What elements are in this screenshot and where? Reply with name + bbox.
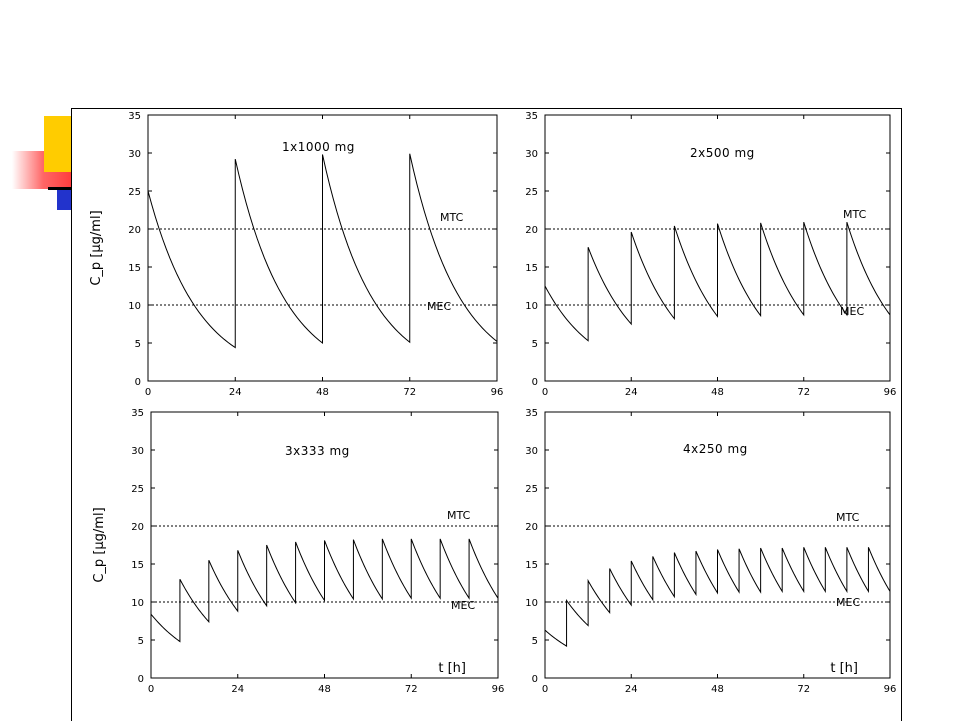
y-tick-label: 10 — [525, 301, 538, 312]
y-tick-label: 30 — [525, 446, 538, 457]
dose-annotation: 4x250 mg — [683, 442, 748, 456]
x-tick-label: 24 — [229, 387, 242, 398]
y-tick-label: 0 — [138, 674, 144, 685]
y-tick-label: 0 — [532, 674, 538, 685]
y-axis-label: C_p [µg/ml] — [89, 210, 104, 285]
x-axis-label: t [h] — [438, 661, 466, 676]
y-tick-label: 20 — [525, 522, 538, 533]
y-tick-label: 20 — [128, 225, 141, 236]
subplot-2: 0 5 10 15 20 25 30 35 0 24 48 72 96 MTC MEC 2x500 mg — [525, 111, 896, 398]
y-tick-label: 10 — [525, 598, 538, 609]
y-tick-label: 15 — [131, 560, 144, 571]
x-tick-label: 72 — [797, 684, 810, 695]
y-tick-label: 35 — [131, 408, 144, 419]
y-tick-label: 25 — [525, 187, 538, 198]
y-tick-label: 5 — [135, 339, 141, 350]
x-tick-label: 48 — [318, 684, 331, 695]
x-tick-label: 24 — [625, 684, 638, 695]
y-tick-label: 35 — [525, 111, 538, 122]
x-tick-label: 24 — [231, 684, 244, 695]
x-tick-label: 0 — [148, 684, 154, 695]
x-tick-label: 0 — [542, 684, 548, 695]
x-tick-label: 72 — [405, 684, 418, 695]
ref-label-mtc: MTC — [440, 211, 464, 224]
dose-annotation: 3x333 mg — [285, 444, 350, 458]
x-tick-label: 0 — [145, 387, 151, 398]
ref-label-mtc: MTC — [843, 208, 867, 221]
y-tick-label: 5 — [532, 339, 538, 350]
y-axis-label: C_p [µg/ml] — [92, 507, 107, 582]
subplot-4: 0 5 10 15 20 25 30 35 0 24 48 72 96 MTC MEC 4x250 mg t [… — [525, 408, 896, 695]
ref-label-mec: MEC — [427, 300, 451, 313]
subplot-3: 0 5 10 15 20 25 30 35 0 24 48 72 96 MTC MEC 3x333 mg C_p… — [92, 408, 504, 695]
y-tick-label: 15 — [525, 263, 538, 274]
subplot-1: 0 5 10 15 20 25 30 35 0 24 48 72 96 MTC MEC 1x1000 mg C_… — [89, 111, 503, 398]
x-tick-label: 72 — [403, 387, 416, 398]
dose-annotation: 2x500 mg — [690, 146, 755, 160]
x-axis-label: t [h] — [830, 661, 858, 676]
y-tick-label: 30 — [131, 446, 144, 457]
y-tick-label: 35 — [128, 111, 141, 122]
y-tick-label: 10 — [131, 598, 144, 609]
y-tick-label: 20 — [131, 522, 144, 533]
dose-annotation: 1x1000 mg — [282, 140, 355, 154]
ref-label-mec: MEC — [451, 599, 475, 612]
y-tick-label: 30 — [128, 149, 141, 160]
x-tick-label: 24 — [625, 387, 638, 398]
y-tick-label: 0 — [135, 377, 141, 388]
x-tick-label: 96 — [492, 684, 505, 695]
decorative-black-line — [48, 187, 92, 190]
y-tick-label: 35 — [525, 408, 538, 419]
y-tick-label: 5 — [532, 636, 538, 647]
y-tick-label: 15 — [525, 560, 538, 571]
figure-frame: 0 5 10 15 20 25 30 35 0 24 48 72 96 MTC MEC 1x1000 mg C_… — [71, 108, 902, 721]
x-tick-label: 48 — [711, 684, 724, 695]
y-tick-label: 15 — [128, 263, 141, 274]
y-tick-label: 20 — [525, 225, 538, 236]
x-tick-label: 72 — [797, 387, 810, 398]
ref-label-mec: MEC — [840, 305, 864, 318]
x-tick-label: 96 — [491, 387, 504, 398]
concentration-curve — [147, 153, 498, 349]
y-tick-label: 25 — [525, 484, 538, 495]
y-tick-label: 5 — [138, 636, 144, 647]
y-tick-label: 0 — [532, 377, 538, 388]
x-tick-label: 48 — [316, 387, 329, 398]
ref-label-mtc: MTC — [836, 511, 860, 524]
x-tick-label: 96 — [884, 684, 897, 695]
y-tick-label: 10 — [128, 301, 141, 312]
y-tick-label: 25 — [131, 484, 144, 495]
concentration-curve — [150, 538, 499, 643]
concentration-curve — [544, 222, 891, 342]
x-tick-label: 96 — [884, 387, 897, 398]
concentration-curve — [544, 547, 891, 647]
ref-label-mtc: MTC — [447, 509, 471, 522]
x-tick-label: 48 — [711, 387, 724, 398]
y-tick-label: 30 — [525, 149, 538, 160]
y-tick-label: 25 — [128, 187, 141, 198]
ref-label-mec: MEC — [836, 596, 860, 609]
x-tick-label: 0 — [542, 387, 548, 398]
